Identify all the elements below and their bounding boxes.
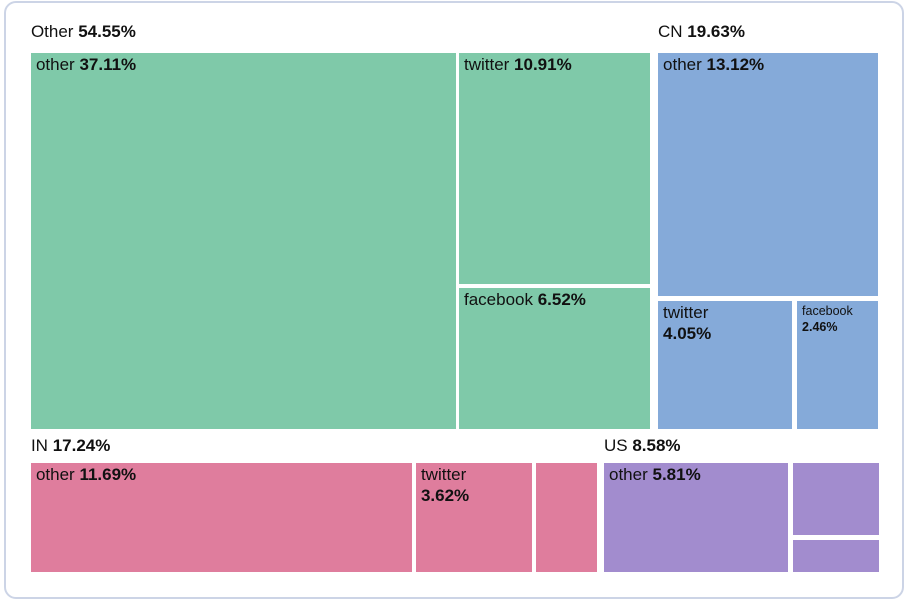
cell-percent: 11.69% xyxy=(79,465,137,485)
group-percent: 54.55% xyxy=(78,22,136,42)
treemap-cell-us-unlabeled-2[interactable] xyxy=(792,540,879,572)
group-percent: 19.63% xyxy=(687,22,745,42)
treemap-cell-in-unlabeled-2[interactable] xyxy=(535,463,597,573)
cell-name: twitter xyxy=(663,303,709,323)
treemap-cell-other-facebook[interactable]: facebook 6.52% xyxy=(458,288,651,429)
group-label-cn: CN 19.63% xyxy=(658,23,745,42)
treemap-cell-us-unlabeled-1[interactable] xyxy=(792,463,879,536)
group-percent: 17.24% xyxy=(52,435,111,455)
cell-name: twitter xyxy=(420,465,467,485)
cell-percent: 4.05% xyxy=(663,323,712,343)
treemap-cell-cn-twitter[interactable]: twitter 4.05% xyxy=(658,301,793,429)
group-name: US xyxy=(604,435,633,455)
cell-name: other xyxy=(609,465,653,485)
cell-percent: 37.11% xyxy=(79,54,137,74)
cell-name: other xyxy=(35,54,80,74)
cell-name: facebook xyxy=(802,304,853,319)
cell-name: twitter xyxy=(463,54,515,74)
group-name: CN xyxy=(658,22,688,42)
group-label-in: IN 17.24% xyxy=(30,435,111,456)
treemap-cell-other-twitter[interactable]: twitter 10.91% xyxy=(458,52,651,284)
group-label-other: Other 54.55% xyxy=(31,23,136,42)
cell-percent: 5.81% xyxy=(652,465,701,485)
cell-percent: 6.52% xyxy=(537,290,586,309)
treemap-cell-cn-other[interactable]: other 13.12% xyxy=(658,52,879,296)
treemap-cell-other-other[interactable]: other 37.11% xyxy=(30,52,456,429)
treemap-cell-in-twitter[interactable]: twitter 3.62% xyxy=(415,463,532,573)
treemap-cell-cn-facebook[interactable]: facebook 2.46% xyxy=(797,301,879,429)
group-name: IN xyxy=(30,435,53,455)
cell-name: facebook xyxy=(463,290,538,309)
cell-percent: 10.91% xyxy=(514,54,572,74)
group-label-us: US 8.58% xyxy=(604,435,681,456)
group-name: Other xyxy=(30,22,79,42)
cell-name: other xyxy=(35,465,80,485)
group-percent: 8.58% xyxy=(632,435,681,455)
treemap-cell-us-other[interactable]: other 5.81% xyxy=(604,463,788,573)
cell-percent: 2.46% xyxy=(802,319,838,334)
cell-name: other xyxy=(663,54,707,74)
treemap-cell-in-other[interactable]: other 11.69% xyxy=(30,463,412,573)
cell-percent: 13.12% xyxy=(706,54,765,74)
cell-percent: 3.62% xyxy=(420,485,470,505)
